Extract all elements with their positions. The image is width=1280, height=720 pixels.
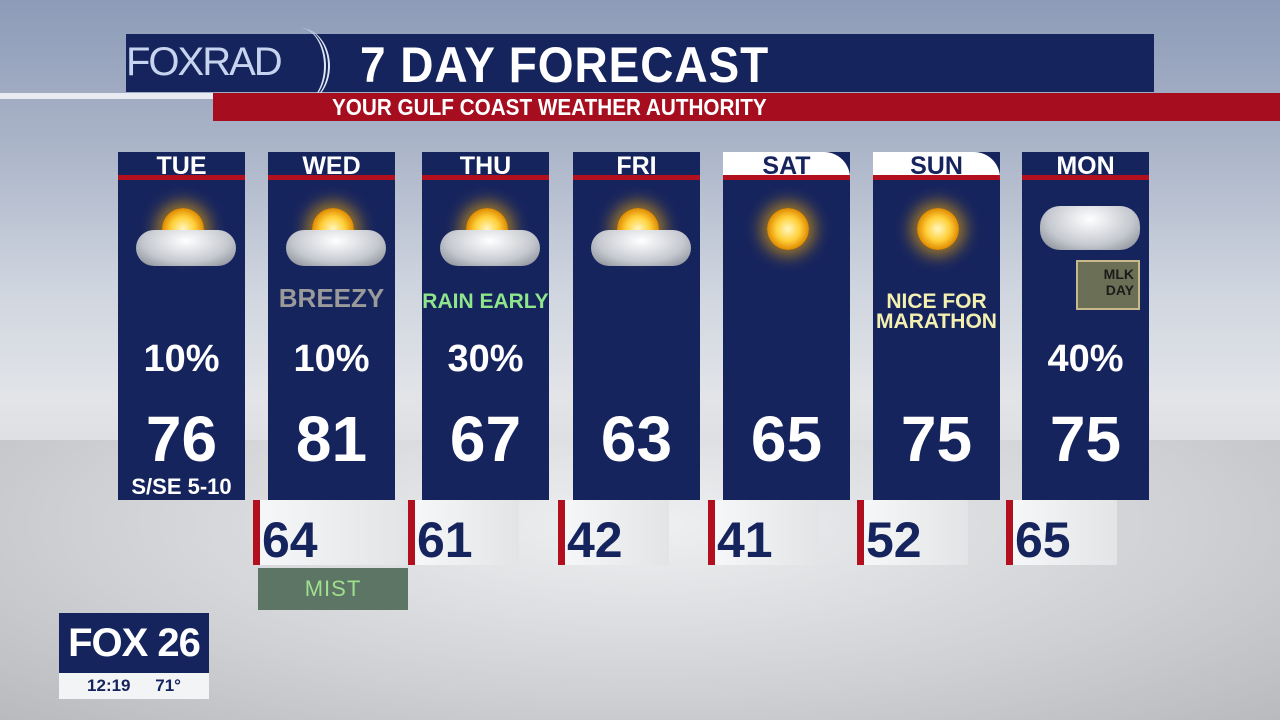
fox26-logo: FOX 26 (59, 613, 209, 673)
rain-chance: 40% (1047, 338, 1124, 380)
day-column-wed: WED BREEZY 10% 81 (268, 152, 395, 500)
mist-label: MIST (258, 568, 408, 610)
high-temp: 63 (600, 403, 673, 475)
day-label: THU (422, 152, 549, 180)
cloud-icon (440, 230, 540, 266)
clock: 12:19 (87, 676, 131, 695)
partly-sunny-icon (286, 194, 386, 274)
day-label: MON (1022, 152, 1149, 180)
cloudy-icon (1040, 194, 1140, 274)
cloud-icon (1040, 206, 1140, 250)
high-temp: 65 (750, 403, 823, 475)
low-temp: 64 (253, 500, 405, 568)
logo-suffix: RAD (202, 40, 282, 84)
day-column-sun: SUN NICE FOR MARATHON 75 (873, 152, 1000, 500)
sun-icon (767, 208, 809, 250)
high-temp: 81 (295, 403, 368, 475)
high-temp: 67 (449, 403, 522, 475)
high-temp: 75 (1049, 403, 1122, 475)
subtitle-bar (213, 93, 1280, 121)
day-label: TUE (118, 152, 245, 180)
sun-icon (917, 208, 959, 250)
mostly-sunny-icon (897, 194, 977, 274)
day-column-sat: SAT 65 (723, 152, 850, 500)
day-label: SAT (723, 152, 850, 180)
high-temp: 76 (145, 403, 218, 475)
station-bug: FOX 26 12:19 71° (59, 613, 209, 699)
forecast-note: BREEZY (278, 283, 385, 313)
cold-front-partly-sunny-icon (440, 194, 540, 274)
cloud-icon (591, 230, 691, 266)
bug-info: 12:19 71° (59, 673, 209, 699)
partly-cloudy-icon (591, 194, 691, 274)
rain-chance: 10% (293, 338, 370, 380)
divider (0, 93, 215, 99)
partly-cloudy-icon (136, 194, 236, 274)
day-column-fri: FRI 63 (573, 152, 700, 500)
cloud-icon (286, 230, 386, 266)
rain-chance: 10% (143, 338, 220, 380)
wind: S/SE 5-10 (131, 474, 232, 499)
foxrad-logo: FOXRAD (126, 40, 283, 85)
day-label: FRI (573, 152, 700, 180)
subtitle: YOUR GULF COAST WEATHER AUTHORITY (332, 94, 767, 120)
low-temp: 52 (857, 500, 968, 568)
logo-text: FOX (126, 40, 204, 84)
day-column-mon: MON MLK DAY 40% 75 (1022, 152, 1149, 500)
low-temp: 41 (708, 500, 819, 568)
current-temp: 71° (155, 676, 181, 695)
high-temp: 75 (900, 403, 973, 475)
rain-chance: 30% (447, 338, 524, 380)
low-temp: 42 (558, 500, 669, 568)
page-title: 7 DAY FORECAST (360, 37, 770, 93)
radar-rings-icon (270, 28, 330, 104)
low-temp: 61 (408, 500, 519, 568)
mlk-day-badge: MLK DAY (1076, 260, 1140, 310)
day-label: WED (268, 152, 395, 180)
sunny-icon (747, 194, 827, 274)
day-column-tue: TUE 10% 76 S/SE 5-10 (118, 152, 245, 500)
cloud-icon (136, 230, 236, 266)
day-column-thu: THU RAIN EARLY 30% 67 (422, 152, 549, 500)
forecast-note: NICE FOR MARATHON (876, 290, 997, 333)
low-temp: 65 (1006, 500, 1117, 568)
day-label: SUN (873, 152, 1000, 180)
forecast-note: RAIN EARLY (422, 290, 549, 313)
